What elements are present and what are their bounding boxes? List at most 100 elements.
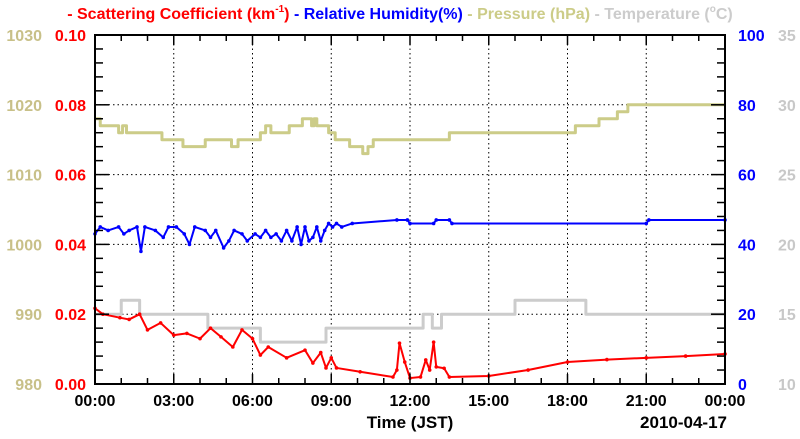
x-tick-label: 03:00: [153, 393, 194, 410]
temperature-axis-tick-label: 10: [778, 377, 796, 394]
series-relative-humidity: [93, 218, 727, 254]
data-point: [227, 239, 231, 243]
data-point: [274, 232, 278, 236]
series-temperature: [95, 298, 725, 344]
legend-entry-1: - Relative Humidity(%): [290, 6, 463, 23]
data-point: [145, 328, 150, 332]
humidity-axis-tick-label: 20: [738, 307, 756, 324]
scattering-axis-tick-label: 0.08: [55, 98, 86, 115]
axis-labels: 00:00 03:00 06:00 09:00 12:00 15:00 18:00 21:00…: [6, 28, 795, 410]
data-point: [263, 228, 268, 233]
data-point: [334, 221, 339, 226]
data-point: [187, 242, 192, 247]
legend-entry-2: - Pressure (hPa): [463, 6, 590, 23]
data-point: [318, 239, 323, 243]
humidity-axis-tick-label: 60: [738, 168, 756, 185]
data-point: [339, 225, 344, 229]
x-tick-label: 06:00: [232, 393, 273, 410]
x-tick-label: 15:00: [468, 393, 509, 410]
data-point: [127, 228, 131, 233]
data-point: [143, 225, 147, 229]
legend-superscript: -1: [275, 4, 284, 15]
humidity-axis-tick-label: 100: [738, 28, 765, 45]
data-point: [395, 218, 399, 222]
data-point: [253, 232, 257, 236]
x-tick-label: 00:00: [75, 393, 116, 410]
data-point: [295, 225, 299, 229]
data-point: [213, 228, 218, 233]
pressure-axis-tick-label: 1030: [6, 28, 42, 45]
plot-frame: [94, 34, 726, 385]
date-label: 2010-04-17: [640, 413, 727, 432]
data-point: [397, 341, 402, 345]
data-point: [299, 242, 303, 247]
series-group: [93, 103, 727, 380]
scattering-axis-tick-label: 0.02: [55, 307, 86, 324]
data-point: [106, 228, 110, 233]
data-point: [418, 375, 423, 379]
scattering-axis-tick-label: 0.00: [55, 377, 86, 394]
data-point: [153, 228, 158, 233]
data-point: [307, 239, 311, 243]
data-point: [208, 235, 213, 240]
humidity-axis-tick-label: 80: [738, 98, 756, 115]
data-point: [231, 345, 235, 349]
data-point: [329, 356, 334, 360]
legend-entry-3: - Temperature (: [590, 6, 710, 23]
data-point: [258, 235, 263, 240]
pressure-axis-tick-label: 1010: [6, 168, 42, 185]
data-point: [219, 335, 223, 339]
data-point: [450, 221, 454, 226]
chart-title-legend: - Scattering Coefficient (km-1) - Relati…: [67, 4, 733, 23]
data-point: [269, 235, 273, 240]
data-point: [350, 221, 355, 226]
data-point: [250, 336, 255, 341]
data-point: [431, 340, 436, 344]
grid-lines: [95, 35, 725, 384]
pressure-axis-tick-label: 1020: [6, 98, 42, 115]
data-point: [122, 232, 126, 236]
temperature-axis-tick-label: 25: [778, 168, 796, 185]
series-scattering-coefficient: [93, 306, 727, 380]
x-axis-title: Time (JST): [367, 413, 454, 432]
data-point: [334, 366, 339, 370]
data-point: [644, 221, 649, 226]
data-point: [322, 228, 327, 233]
data-point: [290, 239, 294, 243]
data-point: [391, 375, 395, 379]
x-tick-label: 21:00: [626, 393, 667, 410]
series-line: [95, 298, 725, 344]
data-point: [118, 315, 122, 320]
data-point: [644, 356, 649, 360]
data-point: [192, 225, 197, 229]
humidity-axis-tick-label: 0: [738, 377, 747, 394]
data-point: [423, 358, 428, 362]
x-tick-label: 18:00: [547, 393, 588, 410]
data-point: [279, 239, 284, 243]
temperature-axis-tick-label: 30: [778, 98, 796, 115]
data-point: [647, 218, 651, 222]
data-point: [98, 225, 103, 229]
data-point: [565, 360, 570, 364]
data-point: [258, 353, 263, 357]
data-point: [431, 221, 436, 226]
x-tick-label: 09:00: [311, 393, 352, 410]
data-point: [395, 368, 399, 372]
data-point: [182, 232, 187, 236]
data-point: [221, 246, 226, 250]
data-point: [284, 228, 289, 233]
data-point: [127, 317, 131, 322]
data-point: [605, 357, 609, 362]
data-point: [203, 228, 208, 233]
data-point: [427, 368, 432, 372]
legend-tail: ): [284, 6, 289, 23]
humidity-axis-tick-label: 40: [738, 237, 756, 254]
series-line: [95, 103, 725, 156]
data-point: [402, 360, 407, 364]
data-point: [245, 239, 250, 243]
data-point: [303, 348, 307, 352]
series-pressure: [95, 103, 725, 156]
data-point: [326, 221, 331, 226]
data-point: [266, 345, 271, 349]
